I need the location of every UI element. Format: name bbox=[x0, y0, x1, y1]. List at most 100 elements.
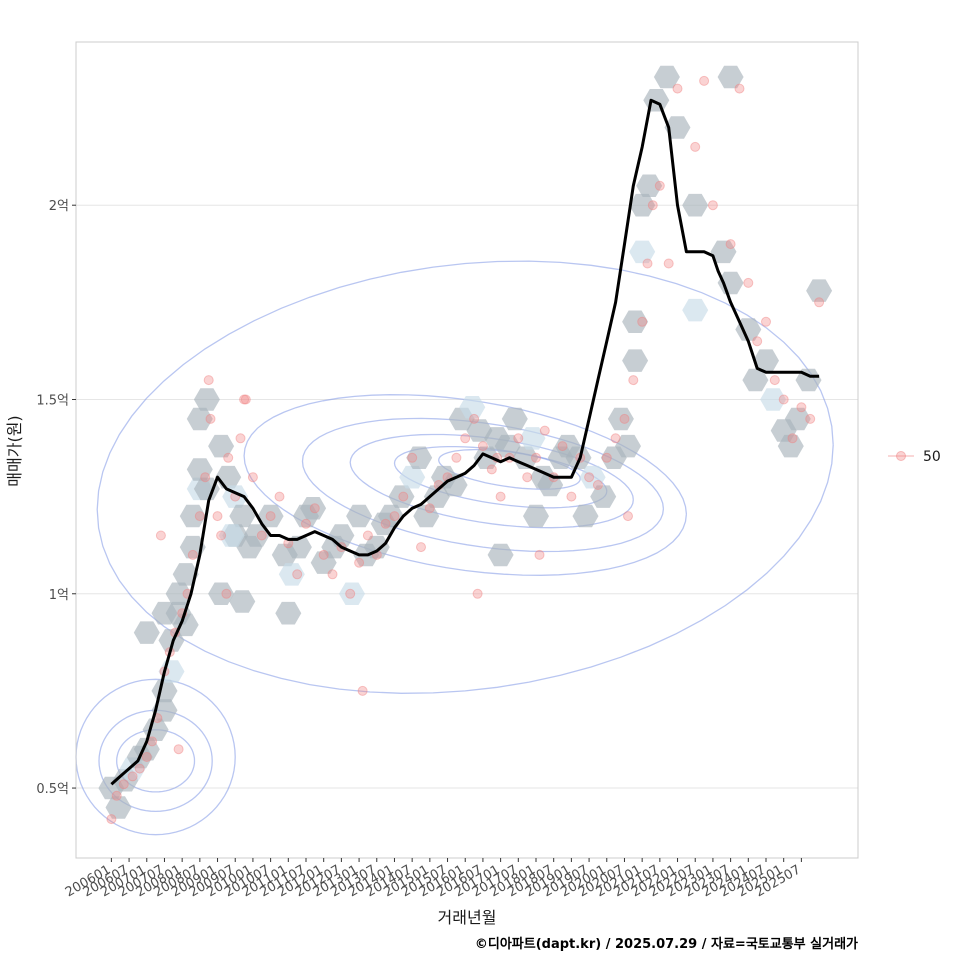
hexbin-cell bbox=[487, 543, 514, 567]
data-point bbox=[522, 472, 533, 483]
data-point bbox=[240, 394, 251, 405]
data-point bbox=[200, 472, 211, 483]
y-axis-title: 매매가(원) bbox=[5, 415, 24, 486]
legend: 50 bbox=[888, 449, 941, 465]
y-tick-label: 1.5억 bbox=[36, 393, 69, 408]
hexbin-cell bbox=[257, 504, 284, 528]
data-point bbox=[787, 433, 798, 444]
y-tick-label: 1억 bbox=[49, 588, 69, 603]
hexbin-cell bbox=[523, 504, 549, 528]
hexbin-cell bbox=[172, 563, 199, 586]
data-point bbox=[814, 297, 825, 308]
data-point bbox=[672, 83, 683, 94]
x-axis-title: 거래년월 bbox=[438, 908, 497, 927]
data-point bbox=[610, 433, 621, 444]
hexbin-cell bbox=[406, 446, 433, 469]
hexbin-cell bbox=[572, 504, 599, 528]
hexbin-cell bbox=[186, 458, 213, 481]
hexbin-cell bbox=[193, 388, 220, 411]
data-point bbox=[354, 557, 365, 568]
hexbin-cell bbox=[682, 298, 709, 322]
data-point bbox=[619, 413, 630, 424]
data-point bbox=[380, 518, 391, 529]
data-point bbox=[292, 569, 303, 580]
panel-border bbox=[75, 41, 859, 859]
data-point bbox=[592, 480, 603, 490]
data-point bbox=[256, 530, 267, 541]
hexbin-cell bbox=[795, 368, 822, 392]
hexbin-cell bbox=[622, 310, 649, 333]
data-point bbox=[628, 375, 639, 386]
hexbin-cell bbox=[186, 407, 213, 431]
data-point bbox=[486, 464, 497, 475]
hexbin-cell bbox=[784, 407, 811, 431]
data-point bbox=[472, 588, 483, 599]
data-point bbox=[212, 511, 223, 522]
legend-label: 50 bbox=[923, 449, 941, 465]
data-point bbox=[106, 814, 117, 825]
data-point bbox=[357, 685, 368, 696]
data-point bbox=[416, 542, 426, 553]
hexbin-cell bbox=[285, 535, 312, 559]
hexbin-cell bbox=[537, 473, 564, 497]
data-point bbox=[141, 752, 152, 762]
hexbin-cell bbox=[753, 349, 779, 372]
data-point bbox=[187, 549, 198, 560]
data-point bbox=[398, 491, 409, 502]
data-point bbox=[469, 413, 480, 424]
data-point bbox=[221, 588, 232, 599]
data-point bbox=[539, 425, 550, 436]
hexbin-cell bbox=[615, 434, 641, 458]
hexbin-cell bbox=[717, 65, 744, 89]
data-point bbox=[707, 200, 718, 211]
data-point bbox=[118, 779, 129, 790]
hexbin-cell bbox=[165, 582, 192, 605]
hexbin-cell bbox=[193, 477, 220, 501]
trend-line-layer bbox=[110, 98, 820, 786]
data-point bbox=[743, 277, 754, 288]
data-point bbox=[778, 394, 789, 405]
data-point bbox=[318, 549, 329, 560]
hexbin-cell bbox=[777, 434, 804, 458]
data-point bbox=[127, 771, 138, 782]
y-axis-ticks: 0.5억 1억 1.5억 2억 bbox=[36, 199, 76, 797]
data-point bbox=[477, 441, 488, 452]
data-point bbox=[327, 569, 338, 580]
hexbin-cell bbox=[760, 388, 787, 411]
data-point bbox=[173, 744, 184, 755]
hexbin-cell bbox=[179, 504, 206, 528]
y-tick-label: 2억 bbox=[49, 199, 69, 214]
hexbin-cell bbox=[229, 590, 256, 613]
hexbin-cell bbox=[229, 504, 256, 528]
data-point bbox=[134, 763, 145, 774]
data-point bbox=[223, 452, 234, 463]
hexbin-cell bbox=[607, 407, 634, 431]
data-point bbox=[752, 336, 763, 347]
data-point bbox=[495, 491, 506, 502]
data-point bbox=[534, 549, 545, 560]
data-point bbox=[407, 452, 418, 463]
hexbin-cell bbox=[590, 485, 617, 508]
data-point bbox=[805, 413, 816, 424]
data-point bbox=[451, 452, 462, 463]
data-point bbox=[460, 433, 471, 444]
hexbin-cell bbox=[473, 446, 500, 469]
data-point bbox=[647, 200, 658, 211]
data-point bbox=[265, 511, 276, 522]
density-contour bbox=[116, 729, 196, 793]
density-contour bbox=[98, 709, 213, 813]
data-point bbox=[205, 413, 216, 424]
data-point bbox=[734, 83, 745, 94]
data-point bbox=[247, 472, 258, 483]
data-point bbox=[301, 518, 311, 529]
hexbin-cell bbox=[501, 407, 528, 431]
legend-key-point bbox=[896, 451, 906, 461]
hexbin-cell bbox=[664, 116, 691, 139]
hexbin-cell bbox=[494, 434, 521, 458]
data-point bbox=[111, 790, 122, 801]
hexbin-cell bbox=[629, 193, 656, 217]
hexbin-cell bbox=[413, 504, 440, 528]
data-point bbox=[796, 402, 807, 413]
density-contour bbox=[96, 260, 834, 694]
